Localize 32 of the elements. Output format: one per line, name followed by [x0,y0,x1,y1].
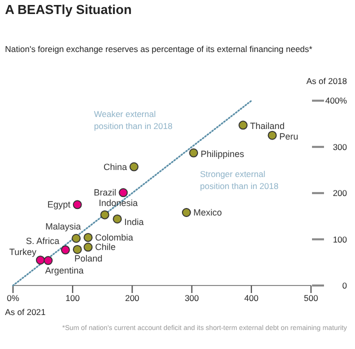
series-label: Poland [74,253,102,264]
chart-title: A BEASTly Situation [5,2,132,17]
series-label: Mexico [193,208,222,218]
x-tick-label: 400 [244,293,259,303]
x-tick-label: 300 [184,293,200,303]
series-label: China [103,162,127,172]
y-tick-label: 300 [332,142,348,152]
series-label: Egypt [47,200,71,210]
x-axis-title: As of 2021 [5,307,46,317]
y-tick-label: 200 [332,188,348,198]
series-label: Colombia [95,232,134,242]
x-tick-label: 200 [125,293,140,303]
series-label: Peru [279,131,298,142]
series-label: Argentina [45,266,84,276]
y-tick-label: 400% [325,96,348,106]
series-label: Brazil [94,188,116,198]
series-label: Chile [95,242,116,252]
series-label: S. Africa [26,236,60,246]
chart-subtitle: Nation's foreign exchange reserves as percentage of its external financing needs* [5,44,314,54]
annotation: Stronger external position than in 2018 [200,169,279,191]
series-label: Thailand [250,121,285,132]
x-tick-label: 100 [66,293,80,303]
series-label: Turkey [9,247,37,258]
series-label: Philippines [200,148,245,159]
y-tick-label: 100 [332,234,348,244]
series-label: Malaysia [45,221,81,232]
series-label: India [124,216,144,227]
annotation: Weaker external position than in 2018 [94,109,173,131]
x-tick-label: 500 [304,293,318,303]
y-tick-label: 0 [342,280,348,290]
y-axis-title: As of 2018 [306,76,348,86]
x-tick-label: 0% [6,293,20,303]
